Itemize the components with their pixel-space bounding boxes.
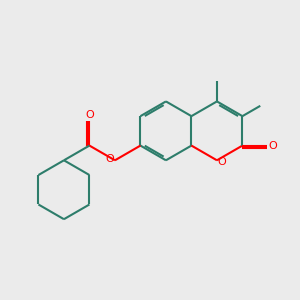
Text: O: O — [268, 141, 277, 151]
Text: O: O — [218, 157, 226, 167]
Text: O: O — [105, 154, 114, 164]
Text: O: O — [85, 110, 94, 120]
